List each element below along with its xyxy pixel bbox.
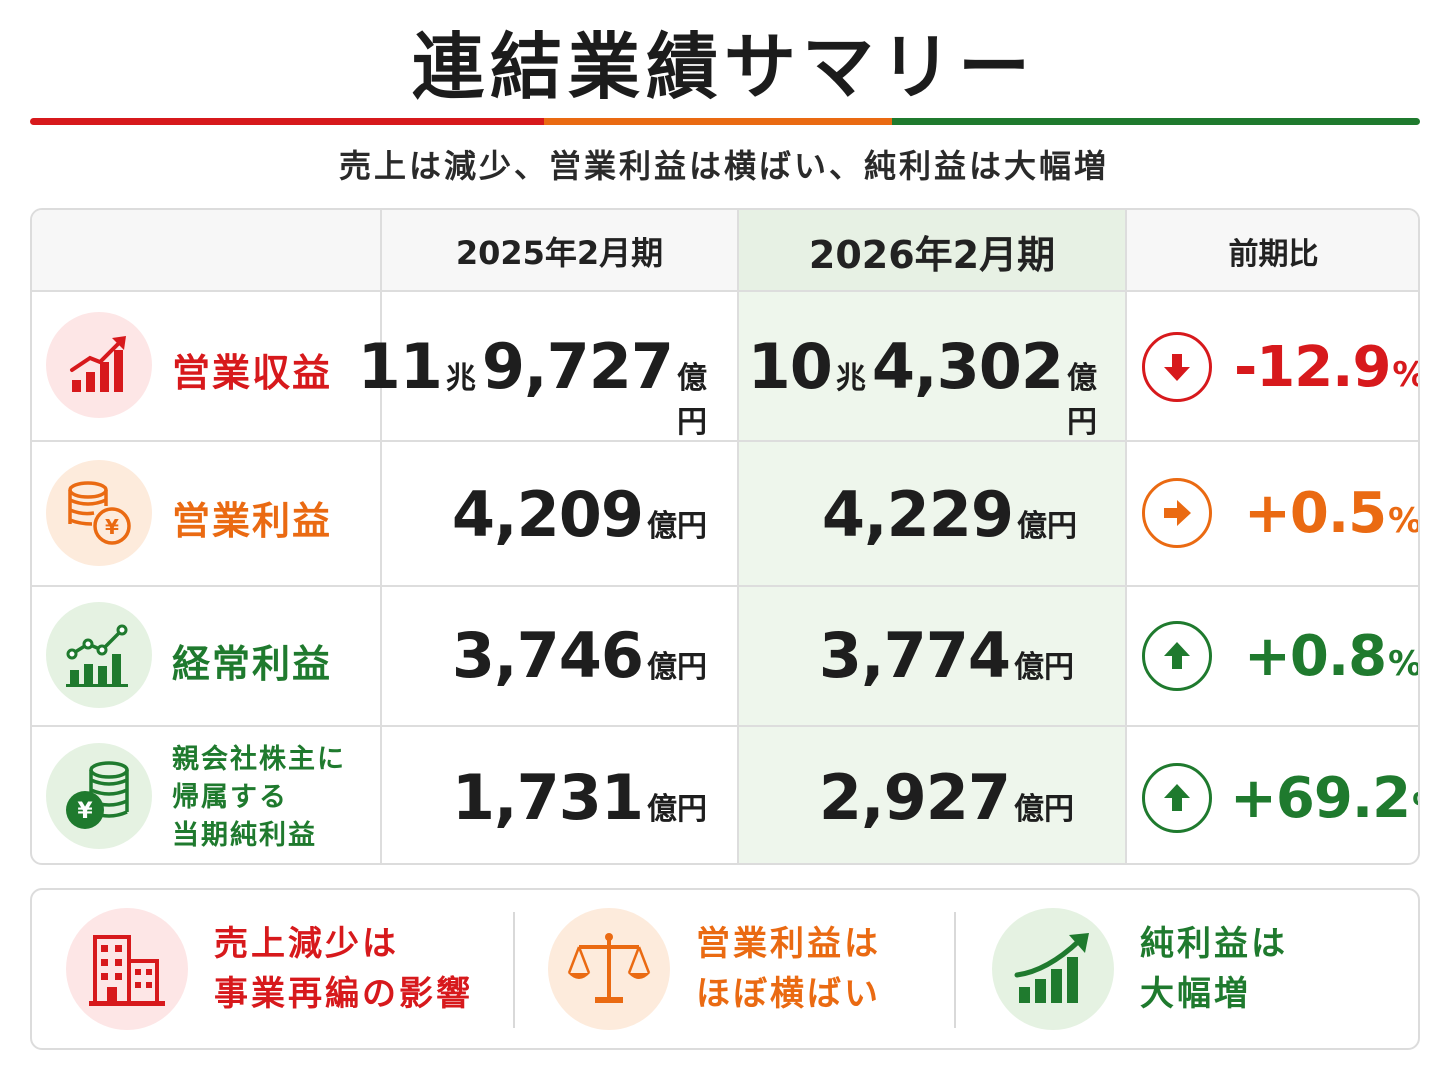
page-title: 連結業績サマリー (411, 25, 1036, 109)
arrow-down-icon (1142, 332, 1212, 402)
table-row: ¥ 営業利益 4,209 億円 4,229 億円 +0.5% (32, 442, 1418, 585)
value-prev: 1,731 億円 (451, 761, 707, 834)
table-row: ¥ 親会社株主に 帰属する 当期純利益 1,731 億円 2,927 億円 +69.… (32, 727, 1418, 863)
header-prev-period: 2025年2月期 (455, 234, 664, 272)
highlights-panel: 売上減少は 事業再編の影響 営業利益は ほぼ横ばい (30, 888, 1420, 1050)
highlight-net-profit: 純利益は 大幅増 (992, 890, 1288, 1048)
highlight-operating-profit: 営業利益は ほぼ横ばい (548, 890, 881, 1048)
growth-chart-icon (992, 908, 1114, 1030)
value-curr: 10 兆 4,302 億円 (747, 330, 1097, 440)
arrow-right-icon (1142, 478, 1212, 548)
table-row: 経常利益 3,746 億円 3,774 億円 +0.8% (32, 587, 1418, 725)
change-value: +69.2% (1230, 765, 1418, 831)
row-label: 営業利益 (172, 499, 333, 543)
bar-chart-up-icon (46, 312, 152, 418)
results-table: 2025年2月期 2026年2月期 前期比 営業収益 11 兆 9,727 億円 10… (30, 208, 1420, 865)
value-prev: 3,746 億円 (451, 619, 707, 692)
change-value: +0.5% (1244, 480, 1420, 546)
header-change: 前期比 (1228, 237, 1319, 272)
arrow-up-icon (1142, 763, 1212, 833)
highlight-text: 純利益は 大幅増 (1140, 924, 1288, 1014)
line-bar-chart-icon (46, 602, 152, 708)
change-cell: +0.8% (1142, 621, 1418, 691)
highlight-text: 営業利益は ほぼ横ばい (696, 924, 881, 1014)
highlight-revenue: 売上減少は 事業再編の影響 (66, 890, 473, 1048)
change-cell: -12.9% (1142, 332, 1418, 402)
coins-yen-icon: ¥ (46, 460, 152, 566)
svg-text:¥: ¥ (77, 799, 93, 824)
buildings-icon (66, 908, 188, 1030)
change-cell: +0.5% (1142, 478, 1418, 548)
balance-scale-icon (548, 908, 670, 1030)
title-underline (30, 118, 1420, 125)
change-cell: +69.2% (1142, 763, 1418, 833)
change-value: -12.9% (1234, 334, 1418, 400)
row-label: 親会社株主に 帰属する 当期純利益 (172, 744, 346, 851)
value-curr: 2,927 億円 (818, 761, 1074, 834)
arrow-up-icon (1142, 621, 1212, 691)
value-prev: 11 兆 9,727 億円 (357, 330, 707, 440)
row-label: 経常利益 (172, 642, 333, 686)
change-value: +0.8% (1244, 623, 1420, 689)
value-curr: 4,229 億円 (821, 478, 1077, 551)
header-curr-period: 2026年2月期 (808, 232, 1056, 277)
value-curr: 3,774 億円 (818, 619, 1074, 692)
highlight-text: 売上減少は 事業再編の影響 (214, 924, 473, 1014)
yen-coin-stack-icon: ¥ (46, 743, 152, 849)
page-subtitle: 売上は減少、営業利益は横ばい、純利益は大幅増 (338, 147, 1109, 185)
svg-text:¥: ¥ (105, 515, 119, 539)
row-label: 営業収益 (172, 351, 333, 395)
value-prev: 4,209 億円 (451, 478, 707, 551)
